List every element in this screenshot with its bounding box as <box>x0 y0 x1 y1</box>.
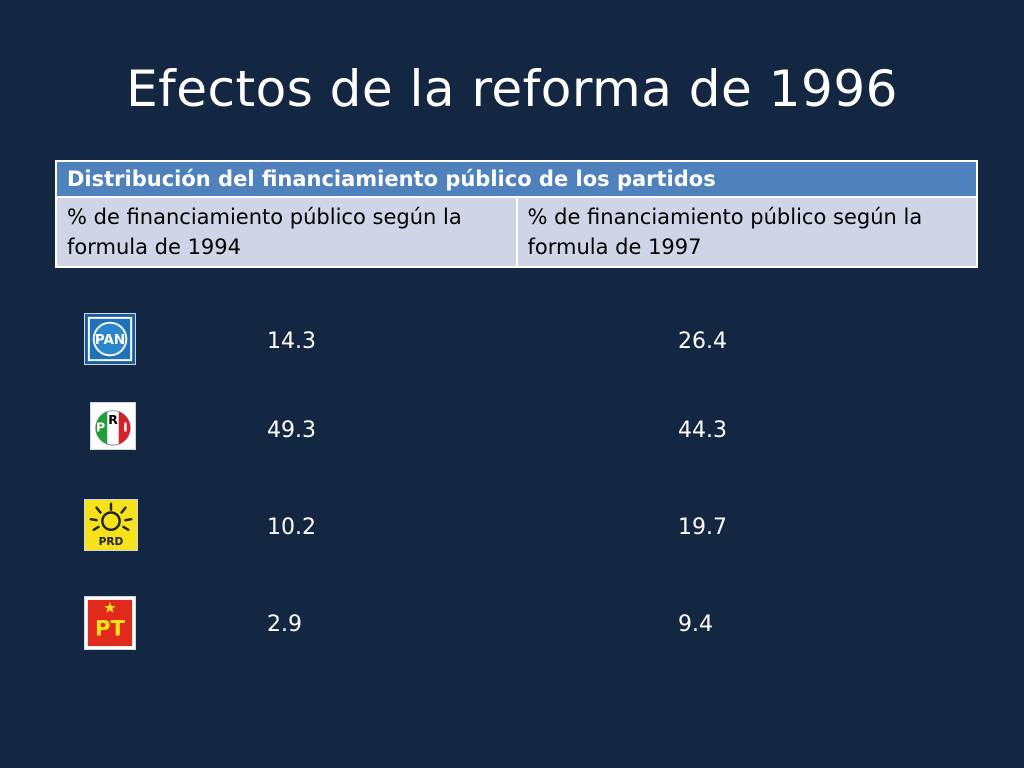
svg-text:I: I <box>123 420 128 435</box>
svg-text:PAN: PAN <box>95 333 125 348</box>
prd-pct-1997: 19.7 <box>678 515 727 540</box>
pri-logo-icon: P R I <box>90 402 136 450</box>
column-1994-label: % de financiamiento público según la for… <box>55 196 518 268</box>
svg-text:P: P <box>96 420 105 435</box>
pt-pct-1997: 9.4 <box>678 612 713 637</box>
svg-text:PRD: PRD <box>99 536 124 548</box>
pri-pct-1994: 49.3 <box>267 418 316 443</box>
svg-text:PT: PT <box>95 616 125 641</box>
party-row-prd: PRD 10.2 19.7 <box>0 499 1024 555</box>
party-row-pri: P R I 49.3 44.3 <box>0 402 1024 458</box>
party-row-pt: PT 2.9 9.4 <box>0 596 1024 652</box>
table-row: % de financiamiento público según la for… <box>55 196 978 268</box>
pan-logo-icon: PAN <box>84 313 136 365</box>
financing-table: Distribución del financiamiento público … <box>55 160 978 268</box>
pan-pct-1994: 14.3 <box>267 329 316 354</box>
pt-logo-icon: PT <box>84 596 136 650</box>
column-1997-label: % de financiamiento público según la for… <box>515 196 978 268</box>
pt-pct-1994: 2.9 <box>267 612 302 637</box>
pan-pct-1997: 26.4 <box>678 329 727 354</box>
table-header: Distribución del financiamiento público … <box>55 160 978 198</box>
table-header-row: Distribución del financiamiento público … <box>55 160 978 198</box>
slide-title: Efectos de la reforma de 1996 <box>126 60 898 118</box>
party-row-pan: PAN 14.3 26.4 <box>0 313 1024 369</box>
svg-text:R: R <box>108 412 118 427</box>
pri-pct-1997: 44.3 <box>678 418 727 443</box>
prd-pct-1994: 10.2 <box>267 515 316 540</box>
prd-logo-icon: PRD <box>84 499 138 551</box>
